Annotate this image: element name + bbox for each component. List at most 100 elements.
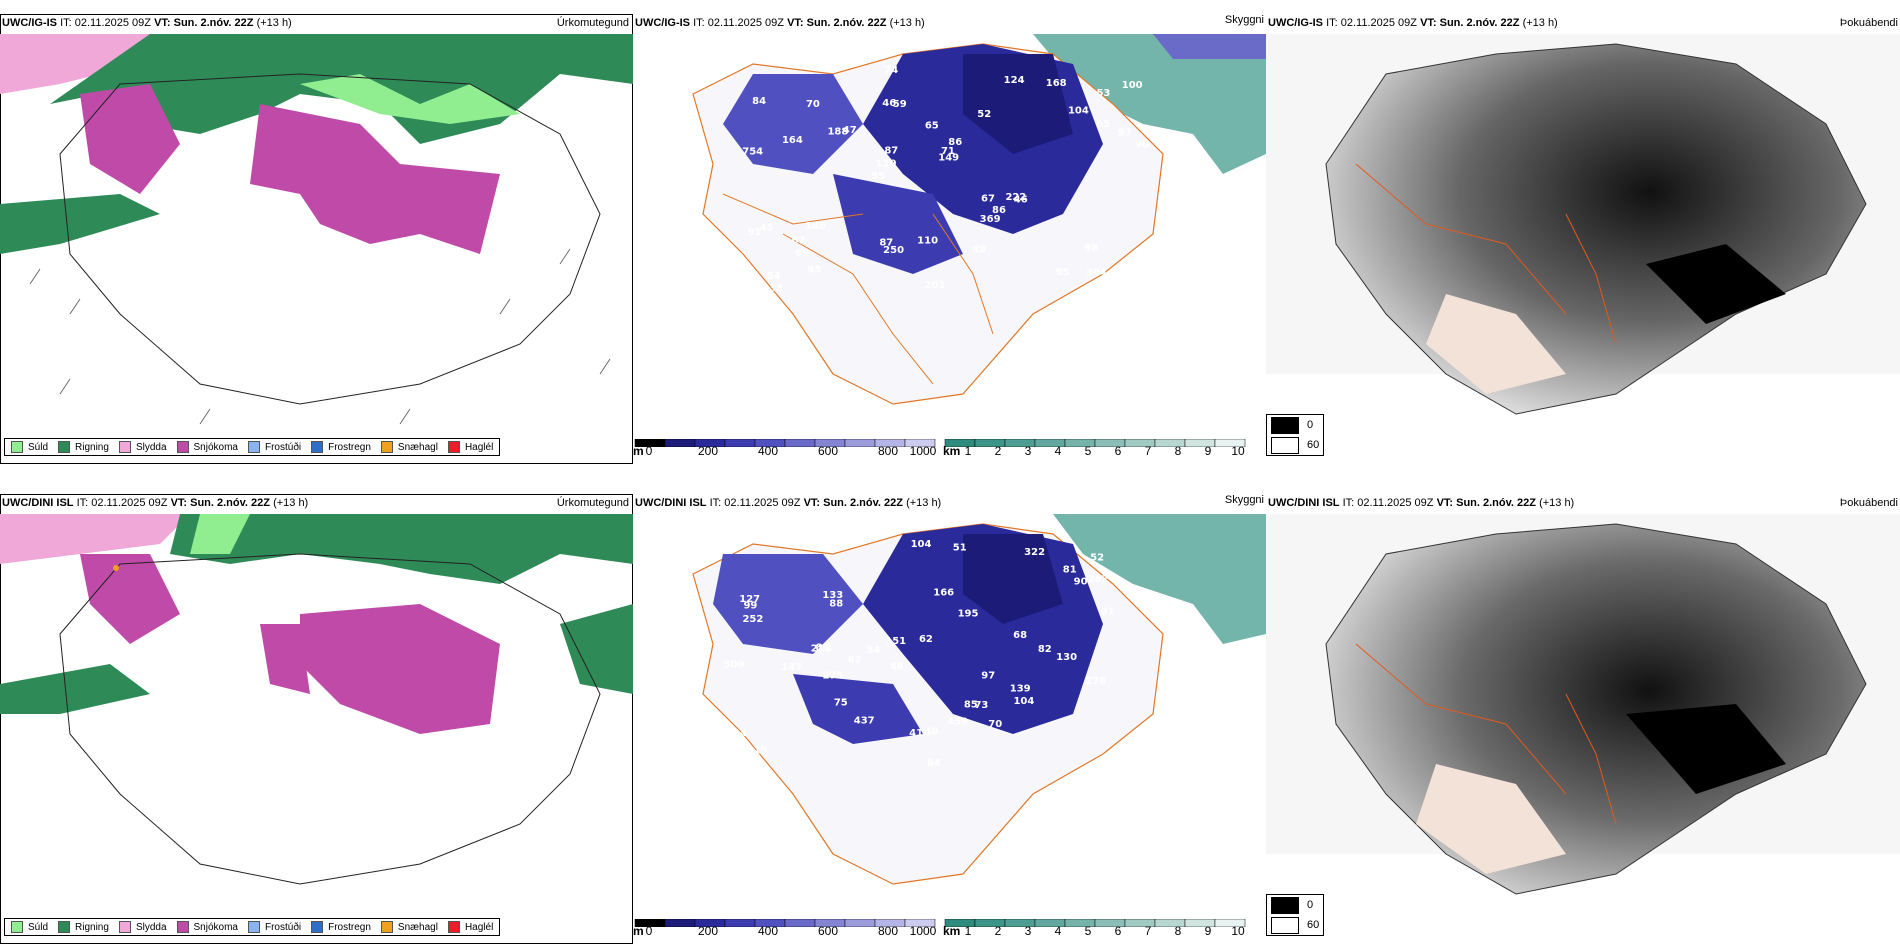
colorbar-tick: 10: [1231, 444, 1245, 458]
cloud-base-label: 46: [1014, 195, 1028, 206]
cloud-base-label: 164: [782, 135, 803, 146]
cloud-base-label: 93: [807, 265, 821, 276]
vt-value: Sun. 2.nóv. 22Z: [806, 17, 887, 29]
legend-item-snaehagl: Snæhagl: [380, 441, 438, 453]
cloud-base-label: 75: [834, 697, 848, 708]
colorbar-unit: m: [633, 924, 644, 938]
cloud-base-label: 104: [1013, 696, 1034, 707]
cloud-base-label: 250: [883, 245, 904, 256]
vt-label: VT:: [803, 497, 821, 509]
legend-item-slydda: Slydda: [118, 921, 167, 933]
colorbar-segment: [724, 918, 756, 928]
vt-label: VT:: [1420, 17, 1437, 29]
cloud-base-label: 262: [1088, 574, 1109, 585]
vt-label: VT:: [154, 17, 171, 29]
precip-legend: Súld Rigning Slydda Snjókoma Frostúði Fr…: [4, 918, 501, 936]
legend-swatch: [247, 441, 260, 453]
cloud-base-label: 48: [890, 662, 904, 673]
visibility-colorbar-strip: [944, 918, 1246, 928]
cloud-base-label: 414: [909, 728, 930, 739]
cloud-base-label: 133: [822, 590, 843, 601]
colorbar-unit: km: [943, 924, 961, 938]
cloud-base-label: 119: [876, 159, 897, 170]
fog-key-label: 60: [1307, 919, 1320, 931]
it-label: IT:: [60, 17, 72, 29]
it-label: IT:: [76, 497, 89, 509]
precip-legend: Súld Rigning Slydda Snjókoma Frostúði Fr…: [4, 438, 501, 456]
cloud-base-label: 133: [762, 283, 783, 294]
cloud-base-label: 195: [958, 609, 979, 620]
legend-item-snjokoma: Snjókoma: [176, 921, 238, 933]
legend-label: Snæhagl: [397, 921, 438, 933]
cloud-base-label: 91: [1101, 607, 1115, 618]
cloud-panel-bottom: 51 62 70 85 54 97 49 52 104 73 48 85 75 133 166 81 82 91 1…: [633, 494, 1266, 944]
legend-swatch: [118, 441, 131, 453]
legend-swatch: [58, 441, 71, 453]
legend-item-sudl: Súld: [11, 441, 48, 453]
colorbar-tick: 3: [1024, 924, 1032, 938]
cloud-base-label: 91: [748, 227, 762, 238]
legend-swatch: [11, 921, 23, 933]
cloud-base-label: 322: [1024, 547, 1045, 558]
cloud-base-label: 218: [811, 644, 832, 655]
it-value: 02.11.2025 09Z: [724, 497, 801, 509]
fog-map-top: [1266, 34, 1900, 415]
cloud-base-label: 459: [947, 717, 968, 728]
cloud-base-label: 82: [848, 655, 862, 666]
legend-item-sudl: Súld: [11, 921, 48, 933]
legend-swatch: [176, 921, 189, 933]
precip-map-top: [0, 14, 633, 464]
fog-key: 0 60: [1266, 414, 1325, 456]
legend-swatch: [247, 921, 260, 933]
legend-swatch: [447, 441, 460, 453]
panel-type-label: Úrkomutegund: [556, 17, 629, 29]
legend-label: Haglél: [464, 441, 494, 453]
cloud-base-label: 146: [805, 221, 826, 232]
cloud-base-label: 99: [743, 600, 757, 611]
it-value: 02.11.2025 09Z: [1340, 17, 1417, 29]
cloud-base-label: 68: [1013, 630, 1027, 641]
cloud-base-label: 52: [1090, 552, 1104, 563]
lead-time: (+13 h): [1522, 17, 1558, 29]
cloud-base-label: 754: [742, 147, 763, 158]
lead-time: (+13 h): [889, 17, 925, 29]
cloud-base-label: 119: [825, 540, 846, 551]
ceiling-colorbar-strip: [634, 438, 936, 448]
colorbar-tick: 10: [1231, 924, 1245, 938]
model-name: UWC/DINI ISL: [635, 497, 707, 509]
lead-time: (+13 h): [1539, 497, 1575, 509]
cloud-label-group: 304 754 53 55 52 54 46 65 45 47 75 69 59 86 46 84 74 90 67…: [728, 65, 1149, 294]
cloud-base-label: 70: [988, 719, 1002, 730]
fog-key-label: 60: [1307, 439, 1320, 451]
colorbar-tick: 6: [1114, 444, 1122, 458]
fog-panel-bottom: UWC/DINI ISL IT: 02.11.2025 09Z VT: Sun.…: [1266, 494, 1900, 944]
cloud-base-label: 54: [767, 271, 781, 282]
cloud-base-label: 88: [829, 598, 843, 609]
cloud-base-label: 222: [1005, 192, 1026, 203]
legend-item-frostregn: Frostregn: [311, 441, 371, 453]
fog-key-row: 60: [1267, 915, 1323, 935]
cloud-panel-top: 304 754 53 55 52 54 46 65 45 47 75 69 59 86 46 84 74 90 67…: [633, 14, 1266, 464]
lead-time: (+13 h): [256, 17, 292, 29]
lead-time: (+13 h): [273, 497, 309, 509]
cloud-base-label: 59: [729, 279, 743, 290]
colorbar-tick: 8: [1174, 444, 1182, 458]
colorbar-tick: 7: [1144, 444, 1152, 458]
colorbar-tick: 1000: [909, 924, 937, 938]
cloud-base-label: 84: [752, 96, 766, 107]
colorbar-tick: 200: [697, 924, 719, 938]
colorbar-tick: 9: [1204, 924, 1212, 938]
it-label: IT:: [709, 497, 722, 509]
legend-item-frostudi: Frostúði: [247, 921, 301, 933]
fog-key-swatch: [1271, 436, 1299, 454]
cloud-base-label: 74: [884, 65, 898, 76]
panel-type-label: Skyggni: [1224, 14, 1264, 26]
legend-swatch: [311, 921, 324, 933]
colorbar-tick: 4: [1054, 924, 1062, 938]
panel-title: UWC/IG-IS IT: 02.11.2025 09Z VT: Sun. 2.…: [1268, 17, 1558, 29]
cloud-base-label: 97: [1118, 127, 1132, 138]
fog-key: 0 60: [1266, 894, 1325, 936]
legend-swatch: [380, 441, 393, 453]
cloud-base-label: 166: [729, 272, 750, 283]
cloud-base-label: 188: [827, 127, 848, 138]
